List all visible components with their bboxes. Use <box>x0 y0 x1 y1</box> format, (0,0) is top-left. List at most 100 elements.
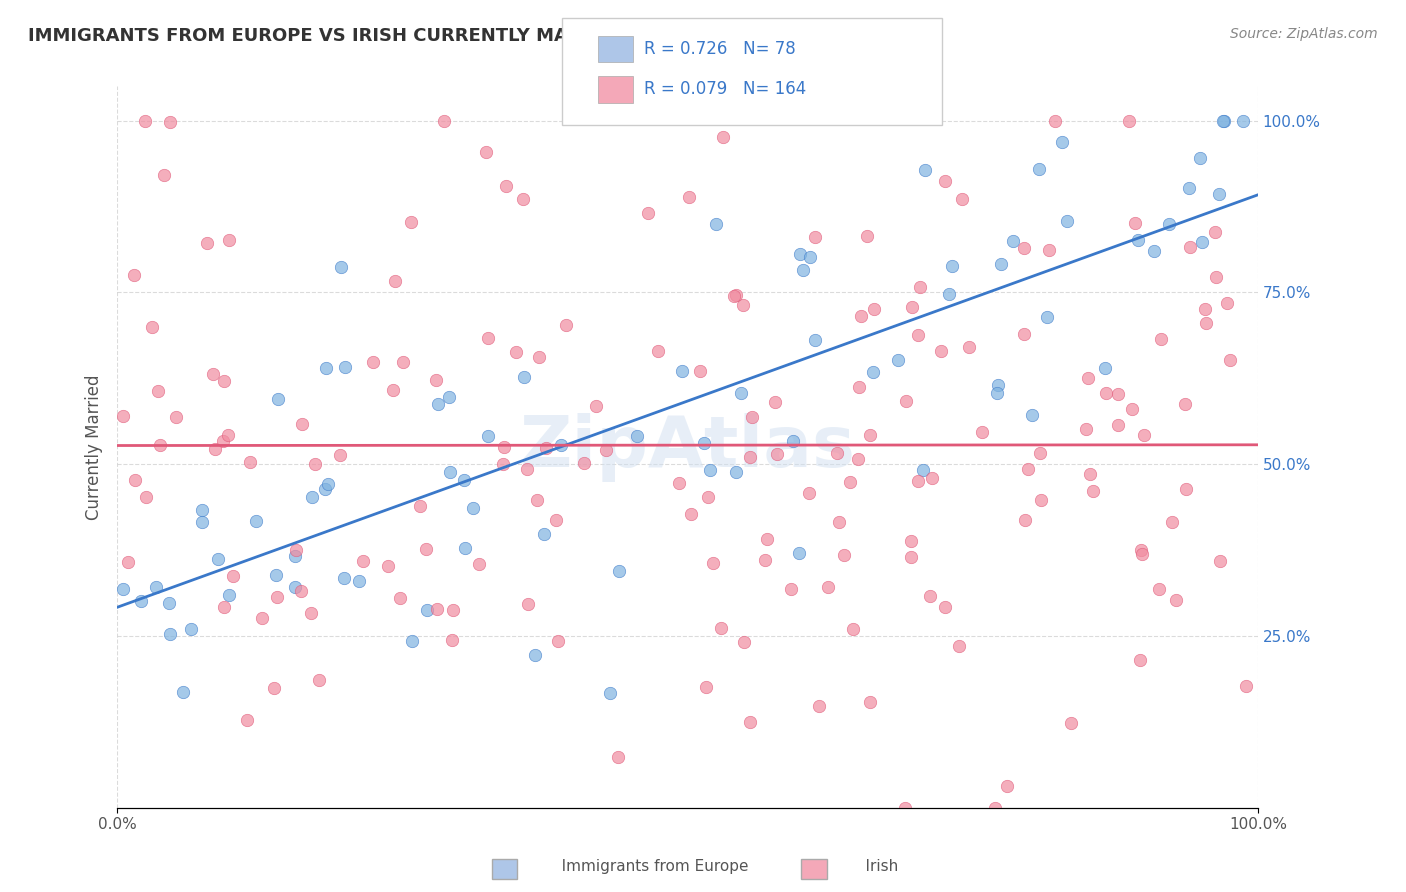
Point <box>492 457 515 471</box>
Point <box>789 247 811 261</box>
Point <box>907 328 929 343</box>
Point <box>637 205 659 219</box>
Point <box>477 429 499 443</box>
Point <box>896 394 918 409</box>
Point <box>513 370 536 384</box>
Point <box>145 580 167 594</box>
Point <box>1164 593 1187 607</box>
Point <box>908 280 931 294</box>
Point <box>817 580 839 594</box>
Point <box>191 503 214 517</box>
Point <box>1107 418 1129 433</box>
Point <box>900 549 922 564</box>
Point <box>1178 181 1201 195</box>
Point <box>862 365 884 379</box>
Point <box>195 235 218 250</box>
Point <box>886 353 908 368</box>
Point <box>388 591 411 605</box>
Point <box>1123 216 1146 230</box>
Point <box>929 343 952 358</box>
Point <box>859 695 882 709</box>
Point <box>765 447 787 461</box>
Point <box>585 400 607 414</box>
Point <box>697 490 720 504</box>
Point <box>828 516 851 530</box>
Text: R = 0.726   N= 78: R = 0.726 N= 78 <box>644 40 796 58</box>
Point <box>352 554 374 568</box>
Point <box>245 514 267 528</box>
Point <box>804 230 827 244</box>
Point <box>218 233 240 247</box>
Point <box>433 113 456 128</box>
Point <box>1161 515 1184 529</box>
Point <box>907 475 929 489</box>
Point <box>159 115 181 129</box>
Point <box>1150 332 1173 346</box>
Point <box>453 541 475 556</box>
Point <box>1178 240 1201 254</box>
Point <box>1133 428 1156 442</box>
Point <box>304 457 326 471</box>
Point <box>595 443 617 458</box>
Point <box>1107 387 1129 401</box>
Point <box>299 607 322 621</box>
Point <box>512 192 534 206</box>
Point <box>733 297 755 311</box>
Point <box>738 715 761 730</box>
Point <box>333 359 356 374</box>
Point <box>377 559 399 574</box>
Point <box>1074 422 1097 436</box>
Point <box>849 309 872 323</box>
Point <box>859 427 882 442</box>
Point <box>239 455 262 469</box>
Point <box>212 374 235 388</box>
Point <box>112 582 135 596</box>
Text: R = 0.079   N= 164: R = 0.079 N= 164 <box>644 80 806 98</box>
Point <box>1143 244 1166 258</box>
Point <box>117 555 139 569</box>
Point <box>912 463 935 477</box>
Point <box>361 355 384 369</box>
Point <box>222 568 245 582</box>
Point <box>986 386 1008 401</box>
Point <box>267 392 290 406</box>
Point <box>1038 243 1060 257</box>
Text: ZipAtlas: ZipAtlas <box>519 412 855 482</box>
Point <box>990 257 1012 271</box>
Point <box>1174 397 1197 411</box>
Point <box>710 621 733 635</box>
Point <box>301 491 323 505</box>
Point <box>1081 484 1104 499</box>
Point <box>529 351 551 365</box>
Point <box>1126 234 1149 248</box>
Point <box>725 287 748 301</box>
Point <box>1014 512 1036 526</box>
Point <box>695 680 717 694</box>
Point <box>1001 234 1024 248</box>
Point <box>856 228 879 243</box>
Point <box>938 287 960 301</box>
Point <box>263 681 285 695</box>
Point <box>1031 492 1053 507</box>
Point <box>1188 151 1211 165</box>
Point <box>733 635 755 649</box>
Point <box>842 622 865 636</box>
Point <box>1121 401 1143 416</box>
Point <box>441 633 464 648</box>
Point <box>235 713 257 727</box>
Point <box>554 318 576 332</box>
Point <box>1147 582 1170 596</box>
Point <box>782 434 804 448</box>
Point <box>461 501 484 516</box>
Point <box>129 593 152 607</box>
Point <box>1095 385 1118 400</box>
Point <box>149 438 172 452</box>
Point <box>1029 446 1052 460</box>
Point <box>957 341 980 355</box>
Point <box>606 750 628 764</box>
Point <box>439 465 461 479</box>
Point <box>1028 161 1050 176</box>
Point <box>329 448 352 462</box>
Point <box>987 378 1010 392</box>
Point <box>135 490 157 504</box>
